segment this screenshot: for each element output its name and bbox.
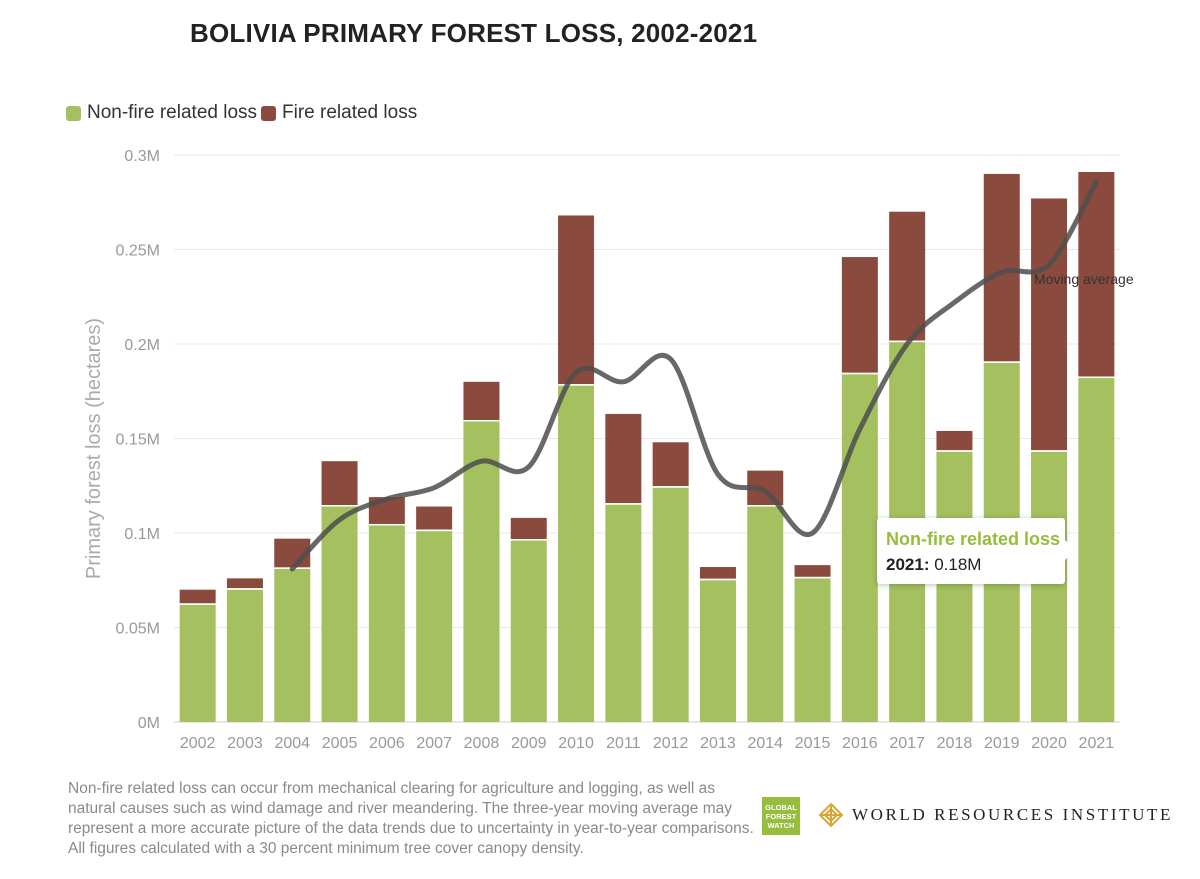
x-tick-label: 2016 (842, 735, 878, 752)
y-tick-label: 0.2M (124, 337, 160, 354)
bar-fire (699, 567, 736, 579)
legend-label-nonfire: Non-fire related loss (87, 102, 258, 123)
bar-fire (889, 211, 926, 341)
bar-nonfire (321, 506, 358, 722)
x-tick-label: 2004 (274, 735, 310, 752)
wri-logo[interactable]: WORLD RESOURCES INSTITUTE (818, 802, 1173, 828)
bar-nonfire (416, 531, 453, 722)
x-tick-label: 2015 (795, 735, 831, 752)
bar-nonfire (463, 421, 500, 722)
bar-fire (179, 589, 216, 604)
y-axis-label: Primary forest loss (hectares) (83, 318, 105, 579)
chart-title: BOLIVIA PRIMARY FOREST LOSS, 2002-2021 (190, 18, 758, 48)
x-tick-label: 2019 (984, 735, 1020, 752)
y-tick-label: 0.15M (116, 432, 160, 449)
x-tick-label: 2018 (937, 735, 973, 752)
bar-nonfire (699, 580, 736, 722)
x-tick-label: 2013 (700, 735, 736, 752)
x-tick-label: 2007 (416, 735, 452, 752)
bar-fire (321, 461, 358, 506)
x-tick-label: 2014 (747, 735, 783, 752)
bar-fire (605, 413, 642, 504)
tooltip-value-line: 2021: 0.18M (886, 555, 981, 575)
bar-nonfire (179, 604, 216, 722)
chart-tooltip: Non-fire related loss 2021: 0.18M (877, 518, 1075, 584)
bar-nonfire (652, 487, 689, 722)
gfw-logo[interactable]: GLOBAL FOREST WATCH (762, 797, 800, 835)
y-tick-label: 0.25M (116, 243, 160, 260)
y-tick-label: 0.1M (124, 526, 160, 543)
x-tick-label: 2003 (227, 735, 263, 752)
x-tick-label: 2011 (606, 735, 641, 752)
bar-nonfire (510, 540, 547, 722)
wri-emblem-icon (818, 802, 844, 828)
x-tick-label: 2005 (322, 735, 358, 752)
moving-average-line (289, 178, 1099, 572)
x-tick-label: 2006 (369, 735, 405, 752)
bar-nonfire (747, 506, 784, 722)
tooltip-year: 2021: (886, 555, 930, 574)
bar-nonfire (794, 578, 831, 722)
bar-fire (794, 565, 831, 577)
bar-fire (463, 381, 500, 420)
x-tick-label: 2020 (1031, 735, 1067, 752)
bar-nonfire (368, 525, 405, 722)
tooltip-value: 0.18M (934, 555, 982, 574)
y-tick-label: 0.05M (116, 621, 160, 638)
bar-fire (416, 506, 453, 530)
x-tick-label: 2017 (889, 735, 925, 752)
tooltip-title: Non-fire related loss (886, 529, 1061, 549)
legend-label-fire: Fire related loss (282, 102, 418, 123)
bar-fire (558, 215, 595, 385)
bar-nonfire (936, 451, 973, 722)
bar-fire (1031, 198, 1068, 451)
bar-nonfire (1078, 378, 1115, 722)
y-tick-label: 0.3M (124, 148, 160, 165)
legend-item-fire[interactable]: Fire related loss (261, 102, 417, 124)
bar-fire (841, 257, 878, 373)
x-tick-label: 2021 (1079, 735, 1115, 752)
legend-swatch-nonfire (66, 105, 81, 121)
bar-fire (652, 442, 689, 487)
x-tick-label: 2009 (511, 735, 547, 752)
bar-fire (510, 517, 547, 540)
legend-swatch-fire (261, 105, 277, 121)
legend-item-nonfire[interactable]: Non-fire related loss (66, 102, 257, 124)
bar-nonfire (605, 504, 642, 722)
y-tick-label: 0M (138, 715, 160, 732)
bar-nonfire (1031, 451, 1068, 722)
x-tick-label: 2002 (180, 735, 216, 752)
x-tick-label: 2012 (653, 735, 689, 752)
x-tick-label: 2010 (558, 735, 594, 752)
bar-nonfire (226, 589, 263, 722)
moving-average-label: Moving average (1034, 271, 1134, 287)
bar-fire (226, 578, 263, 589)
x-tick-label: 2008 (464, 735, 500, 752)
footnote: Non-fire related loss can occur from mec… (68, 780, 754, 857)
wri-logo-text: WORLD RESOURCES INSTITUTE (852, 805, 1173, 824)
bar-nonfire (558, 385, 595, 722)
bar-nonfire (274, 568, 311, 722)
bar-fire (983, 173, 1020, 362)
chart-legend: Non-fire related loss Fire related loss (66, 102, 421, 124)
bar-fire (936, 430, 973, 451)
